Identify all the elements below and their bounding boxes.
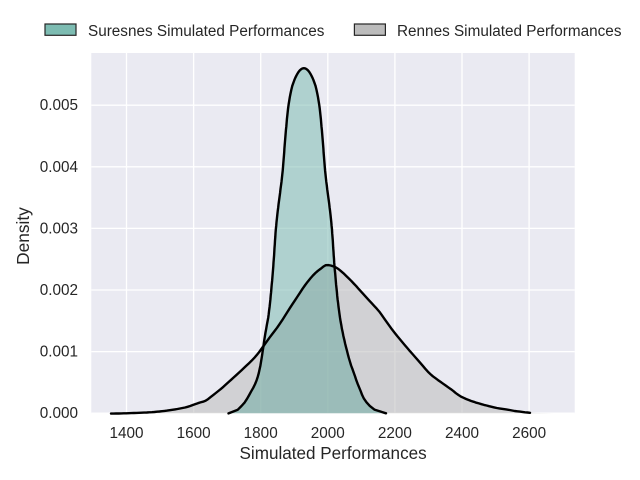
svg-text:0.001: 0.001: [40, 344, 78, 361]
svg-text:0.003: 0.003: [40, 220, 78, 237]
svg-text:0.005: 0.005: [40, 97, 78, 114]
svg-text:1400: 1400: [109, 425, 143, 442]
svg-text:Density: Density: [13, 207, 33, 265]
svg-text:Rennes Simulated Performances: Rennes Simulated Performances: [397, 23, 622, 40]
svg-text:1800: 1800: [244, 425, 278, 442]
svg-text:1600: 1600: [177, 425, 211, 442]
svg-text:Suresnes Simulated Performance: Suresnes Simulated Performances: [88, 23, 325, 40]
svg-text:Simulated Performances: Simulated Performances: [240, 444, 427, 463]
svg-text:2000: 2000: [311, 425, 345, 442]
svg-text:2400: 2400: [445, 425, 479, 442]
svg-text:0.002: 0.002: [40, 282, 78, 299]
svg-text:2200: 2200: [378, 425, 412, 442]
svg-text:0.000: 0.000: [40, 405, 78, 422]
svg-text:2600: 2600: [512, 425, 546, 442]
svg-text:0.004: 0.004: [40, 159, 79, 176]
